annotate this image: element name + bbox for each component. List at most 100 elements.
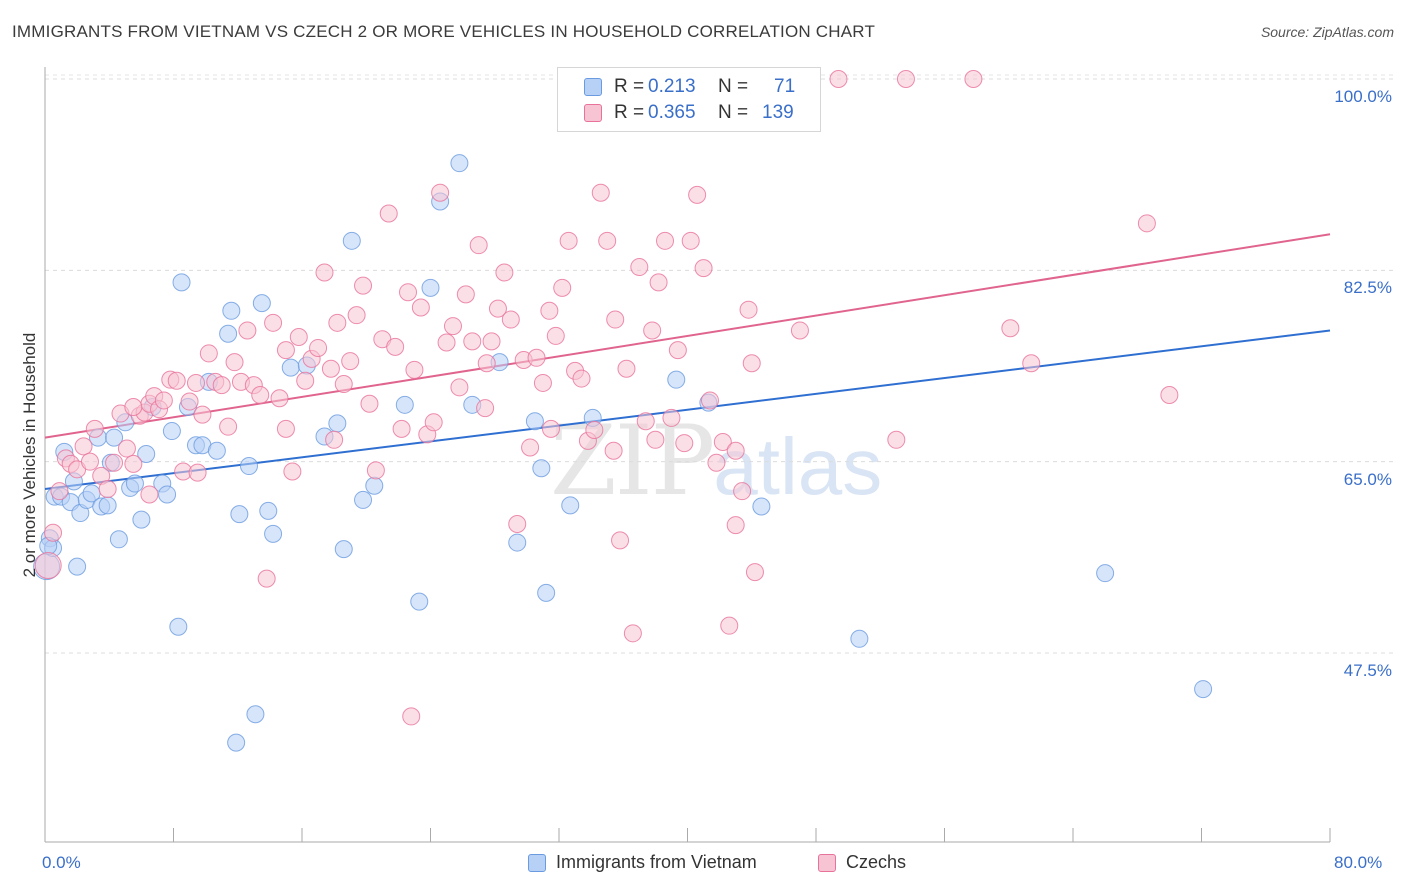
point-czechs bbox=[402, 707, 421, 726]
point-czechs bbox=[700, 391, 719, 410]
point-czechs bbox=[85, 419, 104, 438]
point-czechs bbox=[437, 333, 456, 352]
point-vietnam bbox=[105, 428, 124, 447]
point-vietnam bbox=[169, 617, 188, 636]
point-vietnam bbox=[158, 485, 177, 504]
point-czechs bbox=[476, 399, 495, 418]
legend-row-czechs: R = 0.365 N = 139 bbox=[584, 101, 794, 125]
point-czechs bbox=[50, 482, 69, 501]
point-czechs bbox=[379, 204, 398, 223]
legend-item-vietnam[interactable]: Immigrants from Vietnam bbox=[528, 852, 757, 873]
point-czechs bbox=[742, 354, 761, 373]
point-czechs bbox=[694, 259, 713, 278]
point-czechs bbox=[117, 439, 136, 458]
point-czechs bbox=[636, 412, 655, 431]
point-czechs bbox=[540, 301, 559, 320]
point-czechs bbox=[140, 485, 159, 504]
point-vietnam bbox=[850, 629, 869, 648]
point-czechs bbox=[688, 185, 707, 204]
point-vietnam bbox=[219, 324, 238, 343]
point-czechs bbox=[366, 461, 385, 480]
point-vietnam bbox=[132, 510, 151, 529]
point-czechs bbox=[477, 354, 496, 373]
point-czechs bbox=[315, 263, 334, 282]
point-czechs bbox=[887, 430, 906, 449]
legend-n-value: 71 bbox=[774, 76, 796, 97]
legend-swatch-vietnam bbox=[584, 78, 602, 96]
legend-row-vietnam: R = 0.213 N = 71 bbox=[584, 75, 795, 99]
point-czechs bbox=[488, 299, 507, 318]
point-czechs bbox=[463, 332, 482, 351]
point-czechs bbox=[533, 373, 552, 392]
point-czechs bbox=[630, 258, 649, 277]
point-czechs bbox=[745, 563, 764, 582]
point-czechs bbox=[392, 419, 411, 438]
point-vietnam bbox=[239, 457, 258, 476]
x-tick-label-max: 80.0% bbox=[1334, 853, 1383, 872]
point-czechs bbox=[225, 353, 244, 372]
point-vietnam bbox=[532, 459, 551, 478]
point-czechs bbox=[733, 482, 752, 501]
chart-source: Source: ZipAtlas.com bbox=[1260, 24, 1394, 40]
point-czechs bbox=[219, 417, 238, 436]
point-czechs bbox=[559, 231, 578, 250]
stats-legend: R = 0.213 N = 71 R = 0.365 N = 139 bbox=[557, 67, 821, 132]
point-czechs bbox=[726, 516, 745, 535]
point-czechs bbox=[212, 376, 231, 395]
point-czechs bbox=[276, 341, 295, 360]
point-czechs bbox=[662, 408, 681, 427]
point-vietnam bbox=[162, 422, 181, 441]
point-vietnam bbox=[137, 445, 156, 464]
point-czechs bbox=[896, 70, 915, 88]
point-czechs bbox=[325, 430, 344, 449]
point-czechs bbox=[482, 332, 501, 351]
point-czechs bbox=[80, 452, 99, 471]
point-czechs bbox=[186, 373, 205, 392]
point-czechs bbox=[656, 231, 675, 250]
point-czechs bbox=[649, 273, 668, 292]
point-czechs bbox=[1137, 214, 1156, 233]
point-czechs bbox=[713, 432, 732, 451]
trend-line-czechs bbox=[44, 233, 1331, 439]
point-czechs bbox=[360, 394, 379, 413]
point-vietnam bbox=[365, 476, 384, 495]
point-vietnam bbox=[172, 273, 191, 292]
point-czechs bbox=[553, 278, 572, 297]
point-czechs bbox=[309, 338, 328, 357]
point-czechs bbox=[257, 569, 276, 588]
point-czechs bbox=[1022, 354, 1041, 373]
point-czechs bbox=[443, 317, 462, 336]
point-czechs bbox=[264, 313, 283, 332]
point-czechs bbox=[199, 344, 218, 363]
point-czechs bbox=[238, 321, 257, 340]
point-vietnam bbox=[227, 733, 246, 752]
legend-swatch-czechs bbox=[584, 104, 602, 122]
point-czechs bbox=[188, 463, 207, 482]
point-czechs bbox=[546, 326, 565, 345]
point-czechs bbox=[720, 616, 739, 635]
data-points bbox=[33, 70, 1213, 752]
point-czechs bbox=[668, 341, 687, 360]
point-vietnam bbox=[342, 231, 361, 250]
legend-item-czechs[interactable]: Czechs bbox=[818, 852, 906, 873]
point-vietnam bbox=[264, 524, 283, 543]
y-tick-label: 100.0% bbox=[1334, 87, 1392, 106]
point-vietnam bbox=[1194, 680, 1213, 699]
point-czechs bbox=[623, 624, 642, 643]
point-czechs bbox=[276, 419, 295, 438]
point-vietnam bbox=[752, 497, 771, 516]
point-czechs bbox=[334, 375, 353, 394]
point-vietnam bbox=[259, 501, 278, 520]
point-czechs bbox=[289, 328, 308, 347]
point-vietnam bbox=[246, 705, 265, 724]
point-czechs bbox=[964, 70, 983, 88]
legend-n-value: 139 bbox=[762, 102, 794, 123]
point-czechs bbox=[399, 283, 418, 302]
point-vietnam bbox=[328, 414, 347, 433]
legend-r-label: R = bbox=[614, 76, 645, 97]
point-czechs bbox=[193, 405, 212, 424]
point-vietnam bbox=[222, 301, 241, 320]
point-czechs bbox=[469, 236, 488, 255]
point-czechs bbox=[321, 359, 340, 378]
axes bbox=[44, 67, 1331, 843]
